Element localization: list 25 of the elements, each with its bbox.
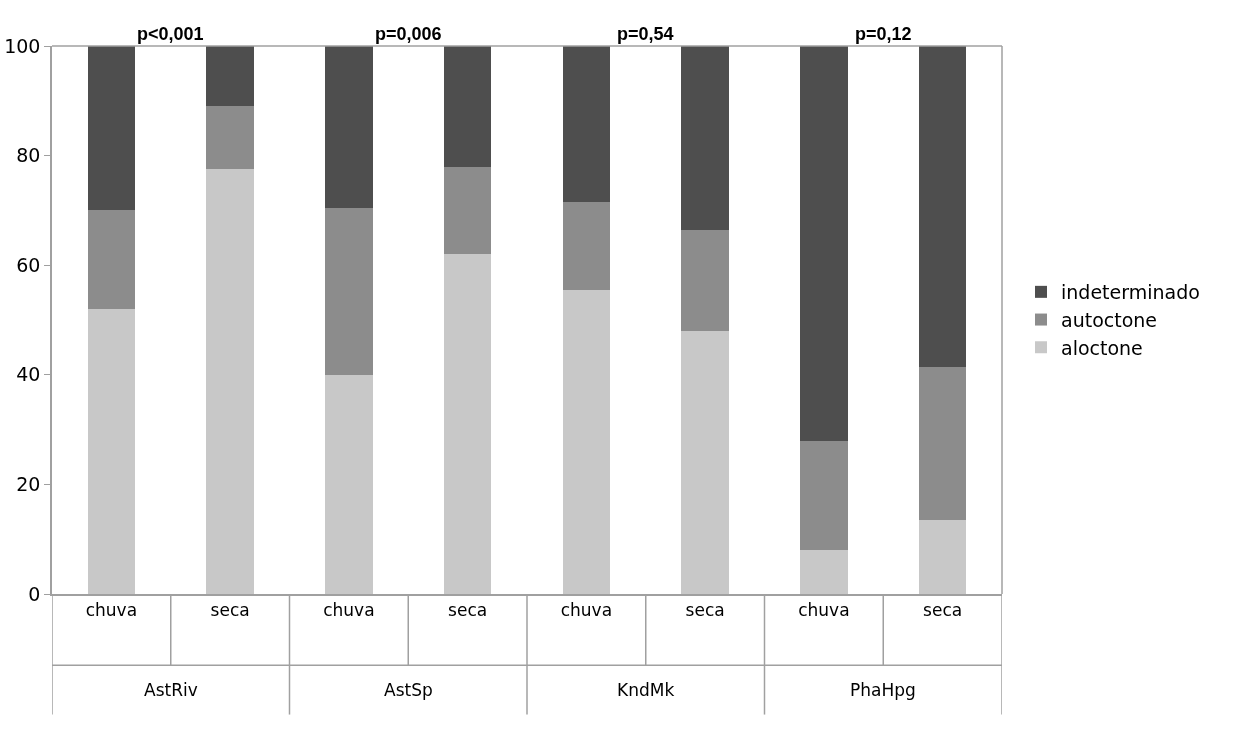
y-tick-label: 80 bbox=[16, 144, 41, 167]
legend-label: autoctone bbox=[1061, 308, 1158, 331]
text: AstRiv bbox=[144, 680, 198, 700]
x-tick-label: chuva bbox=[798, 600, 850, 621]
y-tick-label: 60 bbox=[16, 253, 41, 276]
x-tick-label: chuva bbox=[323, 600, 375, 621]
y-tick-label: 100 bbox=[4, 34, 41, 57]
x-tick-label: seca bbox=[923, 600, 963, 621]
legend-label: indeterminado bbox=[1061, 281, 1200, 304]
text: AstSp bbox=[384, 680, 433, 700]
x-tick-label: seca bbox=[210, 600, 250, 621]
x-tick-label: chuva bbox=[560, 600, 613, 621]
x-tick-label: seca bbox=[685, 600, 725, 621]
y-tick-label: 20 bbox=[16, 473, 41, 496]
x-tick-label: chuva bbox=[85, 600, 138, 621]
legend-label: aloctone bbox=[1061, 336, 1143, 359]
text: p=0,12 bbox=[855, 24, 912, 44]
y-tick-label: 40 bbox=[16, 363, 41, 386]
text: p=0,54 bbox=[617, 24, 674, 44]
text: p<0,001 bbox=[137, 24, 204, 44]
y-tick-label: 0 bbox=[28, 582, 41, 605]
text: KndMk bbox=[617, 680, 675, 700]
x-tick-label: seca bbox=[448, 600, 488, 621]
text: p=0,006 bbox=[375, 24, 442, 44]
text: PhaHpg bbox=[850, 680, 916, 700]
